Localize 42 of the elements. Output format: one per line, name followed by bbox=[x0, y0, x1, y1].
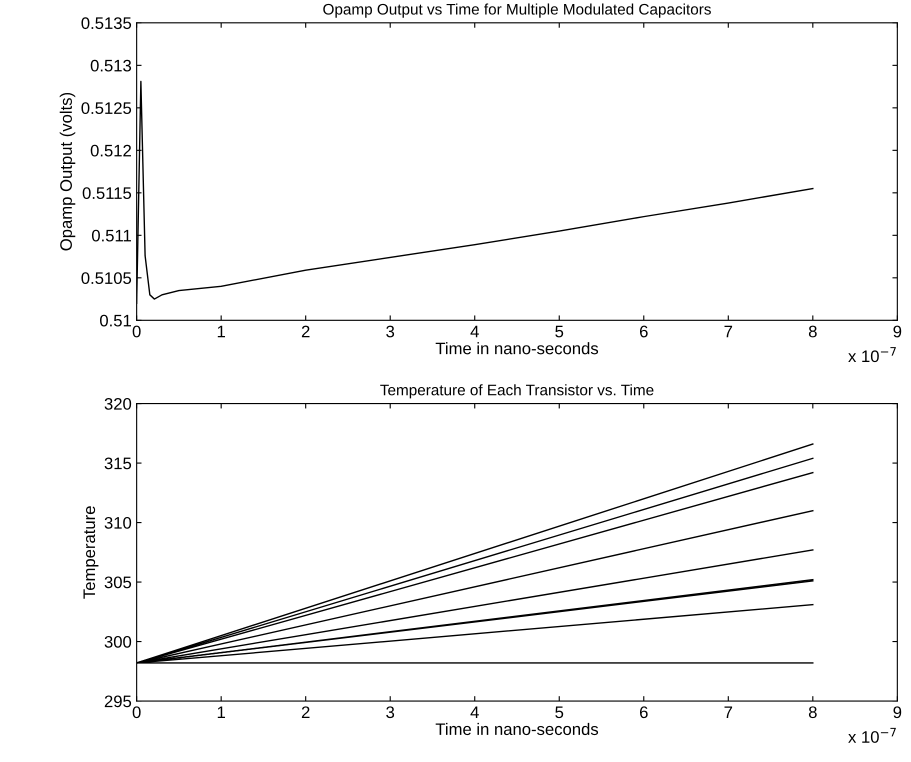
x-axis-title: Time in nano-seconds bbox=[436, 342, 598, 354]
y-tick-label: 300 bbox=[104, 636, 132, 648]
y-tick-label: 295 bbox=[104, 695, 132, 708]
y-tick-label: 0.5115 bbox=[82, 187, 132, 200]
x-tick-label: 6 bbox=[640, 326, 648, 338]
y-tick-label: 0.511 bbox=[92, 230, 131, 242]
x-tick-label: 1 bbox=[218, 326, 225, 338]
x-tick-label: 3 bbox=[386, 706, 394, 718]
y-tick-label: 305 bbox=[104, 576, 132, 588]
x-tick-label: 4 bbox=[470, 326, 479, 338]
x-tick-label: 5 bbox=[555, 706, 564, 718]
x-tick-label: 9 bbox=[893, 326, 902, 338]
y-tick-label: 315 bbox=[104, 457, 132, 470]
x-tick-label: 6 bbox=[640, 706, 648, 718]
y-tick-label: 310 bbox=[104, 516, 132, 529]
y-axis-title: Opamp Output (volts) bbox=[60, 92, 76, 250]
text: x 10$^{−7}$ bbox=[848, 347, 896, 362]
y-tick-label: 0.512 bbox=[90, 144, 131, 157]
y-tick-label: 0.51 bbox=[100, 314, 131, 327]
x-tick-label: 5 bbox=[555, 326, 564, 338]
x-tick-label: 7 bbox=[724, 706, 732, 718]
y-axis-title: Temperature bbox=[84, 506, 98, 599]
x-tick-label: 2 bbox=[302, 326, 310, 338]
x-axis-title: Time in nano-seconds bbox=[436, 722, 598, 736]
x-tick-label: 8 bbox=[808, 706, 817, 718]
chart-title: Temperature of Each Transistor vs. Time bbox=[380, 384, 654, 398]
x-tick-label: 0 bbox=[132, 706, 141, 718]
y-tick-label: 0.5125 bbox=[81, 102, 132, 114]
x-tick-label: 8 bbox=[808, 326, 817, 338]
x-tick-label: 4 bbox=[470, 706, 479, 718]
x-tick-label: 2 bbox=[302, 706, 310, 718]
text: x 10$^{−7}$ bbox=[848, 728, 896, 743]
chart-title: Opamp Output vs Time for Multiple Modulated Capacitors bbox=[323, 3, 711, 18]
y-tick-label: 0.5135 bbox=[81, 17, 132, 30]
x-tick-label: 3 bbox=[386, 326, 394, 338]
y-tick-label: 0.5105 bbox=[81, 272, 132, 284]
y-tick-label: 0.513 bbox=[90, 60, 132, 72]
x-tick-label: 1 bbox=[218, 706, 225, 718]
x-tick-label: 9 bbox=[893, 706, 902, 718]
x-tick-label: 7 bbox=[724, 326, 732, 338]
y-tick-label: 320 bbox=[104, 398, 132, 410]
x-tick-label: 0 bbox=[132, 326, 141, 338]
